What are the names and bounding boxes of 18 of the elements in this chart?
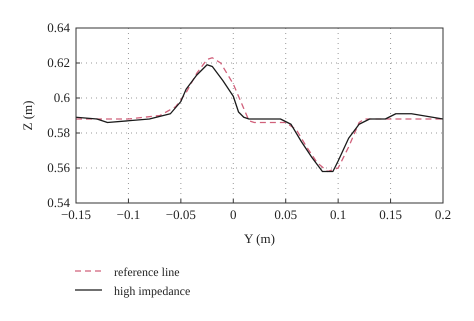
x-axis-title: Y (m) bbox=[244, 231, 275, 246]
x-tick-label: 0 bbox=[230, 207, 237, 222]
x-tick-label: 0.1 bbox=[330, 207, 346, 222]
x-tick-label: −0.05 bbox=[166, 207, 196, 222]
y-tick-label: 0.56 bbox=[47, 160, 70, 175]
y-tick-label: 0.64 bbox=[47, 20, 70, 35]
y-axis-title: Z (m) bbox=[20, 100, 35, 130]
y-tick-label: 0.54 bbox=[47, 195, 70, 210]
x-tick-label: −0.15 bbox=[60, 207, 92, 222]
y-tick-label: 0.58 bbox=[47, 125, 70, 140]
x-tick-label: 0.2 bbox=[434, 207, 452, 222]
legend-label: reference line bbox=[114, 265, 180, 279]
y-tick-label: 0.6 bbox=[54, 90, 70, 105]
x-tick-label: 0.05 bbox=[274, 207, 298, 222]
legend-label: high impedance bbox=[114, 284, 190, 298]
y-tick-label: 0.62 bbox=[47, 55, 70, 70]
x-tick-label: 0.15 bbox=[379, 207, 402, 222]
x-tick-label: −0.1 bbox=[116, 207, 140, 222]
